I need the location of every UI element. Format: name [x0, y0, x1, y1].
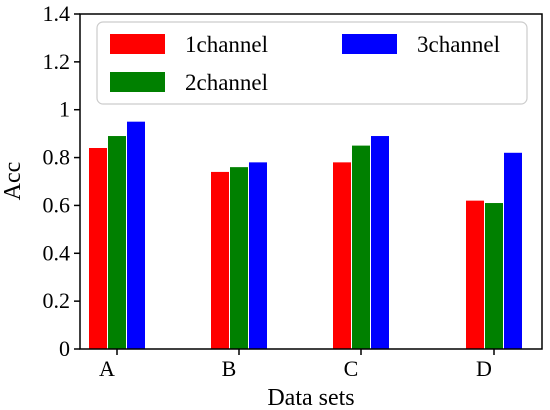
bar-B-2channel	[230, 167, 248, 349]
legend-frame	[96, 21, 528, 105]
x-tick-label-A: A	[99, 356, 115, 381]
bars	[89, 121, 522, 349]
bar-A-2channel	[108, 136, 126, 349]
y-tick-label: 1.2	[43, 49, 71, 74]
legend-swatch-1channel	[110, 34, 165, 54]
bar-D-1channel	[466, 200, 484, 349]
x-ticks: A B C D	[99, 349, 495, 381]
legend-label-2channel: 2channel	[185, 70, 268, 95]
legend: 1channel 2channel 3channel	[96, 21, 528, 105]
y-tick-label: 0.8	[43, 145, 71, 170]
bar-B-1channel	[211, 171, 229, 349]
bar-A-1channel	[89, 148, 107, 349]
bar-D-3channel	[504, 152, 522, 349]
y-ticks: 0 0.2 0.4 0.6 0.8 1 1.2 1.4	[43, 1, 80, 361]
y-tick-label: 1	[59, 97, 70, 122]
x-tick-label-D: D	[476, 356, 492, 381]
bar-C-3channel	[371, 136, 389, 349]
x-tick-label-C: C	[344, 356, 359, 381]
x-tick-label-B: B	[222, 356, 237, 381]
legend-swatch-3channel	[342, 34, 397, 54]
bar-B-3channel	[249, 162, 267, 349]
bar-C-1channel	[333, 162, 351, 349]
legend-label-3channel: 3channel	[417, 32, 500, 57]
y-tick-label: 1.4	[43, 1, 71, 26]
legend-swatch-2channel	[110, 72, 165, 92]
legend-label-1channel: 1channel	[185, 32, 268, 57]
y-tick-label: 0	[59, 336, 70, 361]
y-tick-label: 0.2	[43, 288, 71, 313]
plot-frame	[79, 13, 543, 350]
bar-C-2channel	[352, 145, 370, 349]
bar-A-3channel	[127, 121, 145, 349]
bar-D-2channel	[485, 203, 503, 349]
y-axis-label: Acc	[0, 162, 26, 201]
y-tick-label: 0.6	[43, 192, 71, 217]
x-axis-label: Data sets	[267, 385, 354, 410]
y-tick-label: 0.4	[43, 240, 71, 265]
